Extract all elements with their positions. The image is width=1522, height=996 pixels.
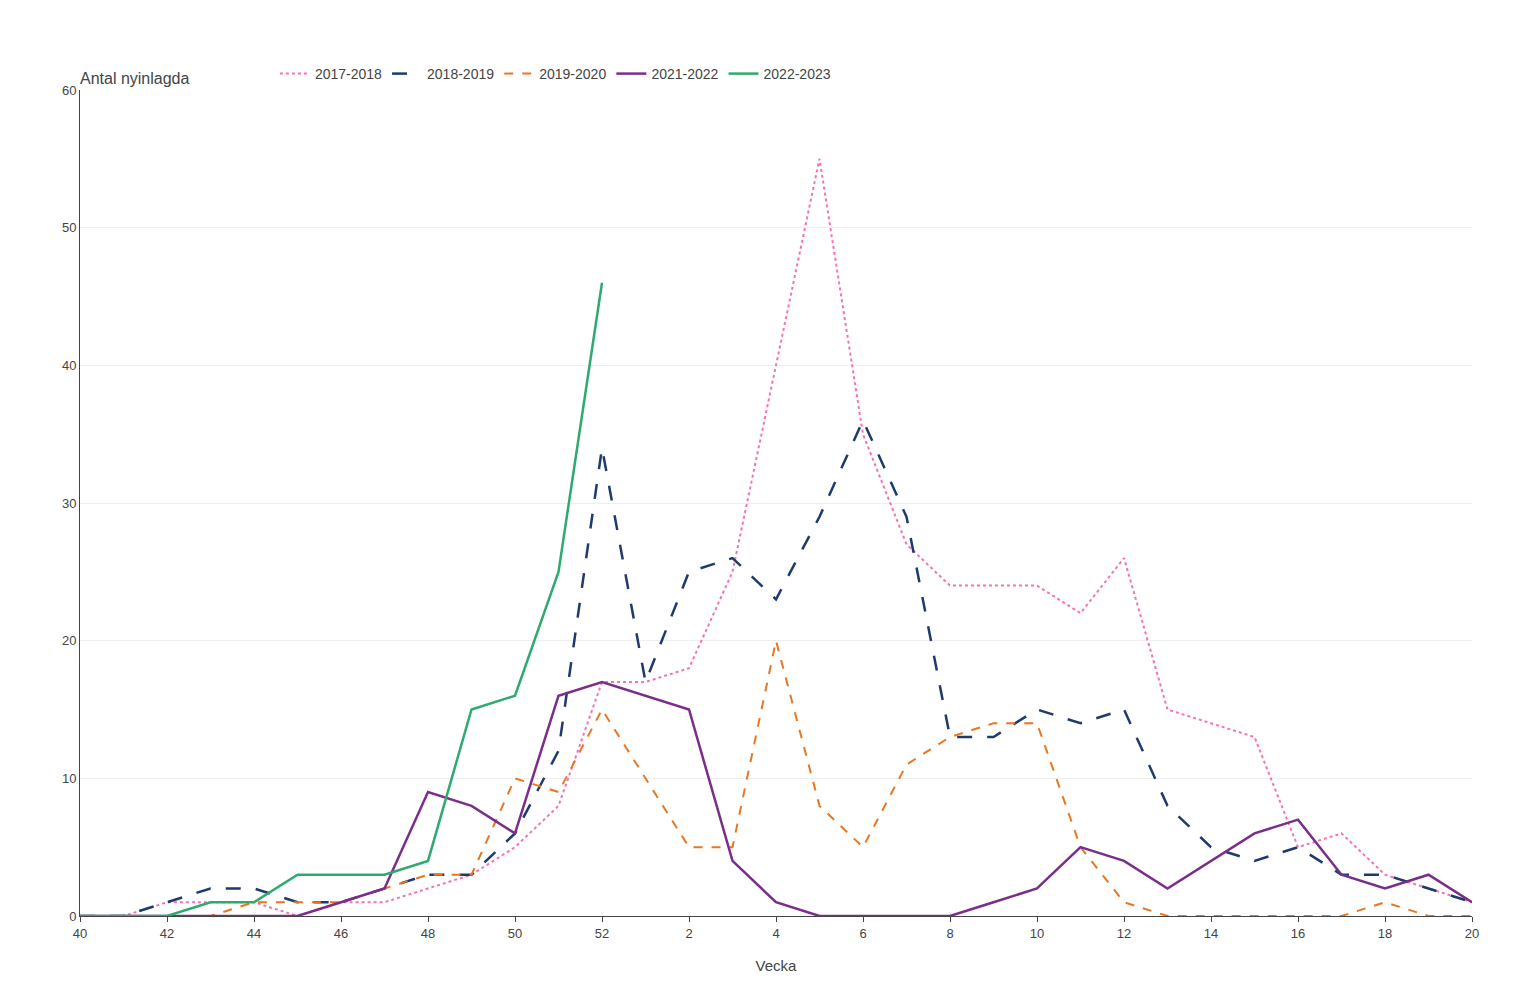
- svg-text:Antal nyinlagda: Antal nyinlagda: [80, 70, 190, 87]
- svg-text:10: 10: [62, 771, 76, 786]
- svg-text:10: 10: [1030, 926, 1044, 941]
- svg-text:8: 8: [946, 926, 953, 941]
- svg-text:50: 50: [508, 926, 522, 941]
- svg-text:20: 20: [1465, 926, 1479, 941]
- svg-text:2017-2018: 2017-2018: [315, 66, 382, 82]
- svg-text:2: 2: [685, 926, 692, 941]
- svg-text:16: 16: [1291, 926, 1305, 941]
- svg-text:42: 42: [160, 926, 174, 941]
- svg-text:30: 30: [62, 496, 76, 511]
- svg-text:14: 14: [1204, 926, 1218, 941]
- svg-text:40: 40: [73, 926, 87, 941]
- svg-text:0: 0: [69, 909, 76, 924]
- svg-text:44: 44: [247, 926, 261, 941]
- svg-text:4: 4: [772, 926, 779, 941]
- svg-text:52: 52: [595, 926, 609, 941]
- svg-text:60: 60: [62, 83, 76, 98]
- svg-text:2018-2019: 2018-2019: [427, 66, 494, 82]
- svg-text:6: 6: [859, 926, 866, 941]
- svg-text:2019-2020: 2019-2020: [539, 66, 606, 82]
- svg-text:48: 48: [421, 926, 435, 941]
- svg-text:Vecka: Vecka: [756, 957, 798, 974]
- svg-text:50: 50: [62, 220, 76, 235]
- svg-text:2021-2022: 2021-2022: [651, 66, 718, 82]
- svg-text:12: 12: [1117, 926, 1131, 941]
- svg-text:2022-2023: 2022-2023: [764, 66, 831, 82]
- svg-text:20: 20: [62, 633, 76, 648]
- svg-text:46: 46: [334, 926, 348, 941]
- svg-text:18: 18: [1378, 926, 1392, 941]
- svg-text:40: 40: [62, 358, 76, 373]
